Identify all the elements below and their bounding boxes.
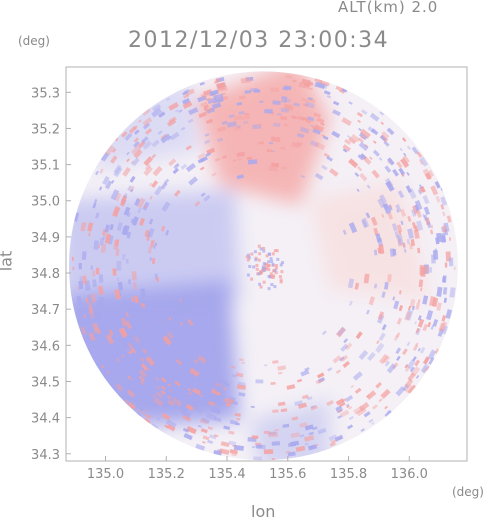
y-tick-label: 34.9: [31, 231, 60, 246]
x-axis-label: lon: [251, 502, 276, 521]
plot-frame: [65, 66, 468, 462]
y-tick-label: 35.1: [31, 159, 60, 174]
y-axis-unit: (deg): [18, 34, 50, 48]
y-tick-label: 34.8: [31, 267, 60, 282]
y-tick-label: 34.3: [31, 448, 60, 463]
y-tick-label: 34.7: [31, 303, 60, 318]
x-tick-label: 135.6: [269, 467, 306, 482]
x-tick-label: 135.0: [87, 467, 124, 482]
x-tick-label: 135.8: [330, 467, 367, 482]
y-tick-label: 35.3: [31, 86, 60, 101]
x-tick-label: 136.0: [391, 467, 428, 482]
x-tick-label: 135.2: [148, 467, 185, 482]
y-tick-label: 35.2: [31, 122, 60, 137]
y-axis-ticks: 35.3 35.2 35.1 35.0 34.9 34.8 34.7 34.6 34.5 34.4…: [31, 86, 71, 463]
y-tick-label: 35.0: [31, 195, 60, 210]
y-tick-label: 34.5: [31, 375, 60, 390]
x-axis-unit: (deg): [452, 485, 484, 499]
altitude-label: ALT(km) 2.0: [338, 0, 439, 16]
x-tick-label: 135.4: [208, 467, 245, 482]
timestamp-title: 2012/12/03 23:00:34: [128, 28, 390, 53]
y-tick-label: 34.6: [31, 339, 60, 354]
x-axis-ticks: 135.0 135.2 135.4 135.6 135.8 136.0: [87, 456, 428, 482]
y-tick-label: 34.4: [31, 412, 60, 427]
